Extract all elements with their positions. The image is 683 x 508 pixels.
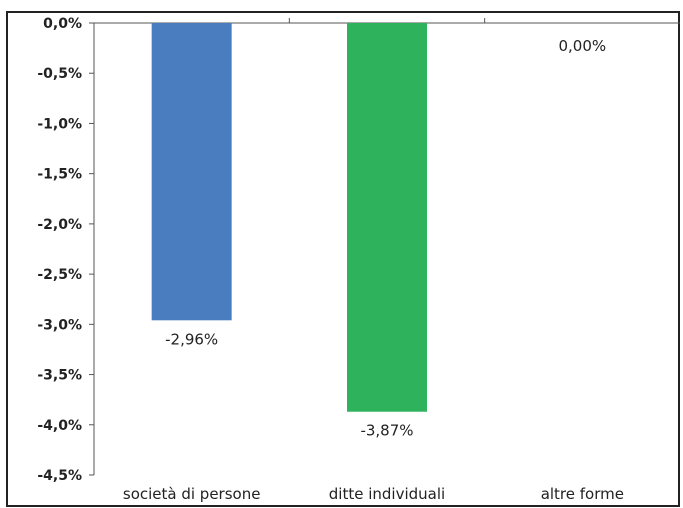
data-label: -3,87% bbox=[360, 422, 413, 440]
y-tick-label: -0,5% bbox=[37, 66, 82, 82]
y-tick-label: 0,0% bbox=[43, 16, 82, 32]
y-tick-label: -3,5% bbox=[37, 368, 82, 384]
data-label: -2,96% bbox=[165, 330, 218, 348]
y-tick-label: -1,0% bbox=[37, 116, 82, 132]
chart-frame bbox=[6, 11, 680, 507]
data-label: 0,00% bbox=[559, 37, 607, 55]
y-tick-label: -4,0% bbox=[37, 418, 82, 434]
bar bbox=[347, 23, 427, 412]
bar bbox=[151, 23, 232, 321]
x-tick-label: altre forme bbox=[541, 485, 624, 503]
y-tick-label: -1,5% bbox=[37, 167, 82, 183]
y-tick-label: -4,5% bbox=[37, 468, 82, 484]
x-tick-label: società di persone bbox=[123, 485, 261, 503]
y-tick-label: -3,0% bbox=[37, 317, 82, 333]
y-tick-label: -2,5% bbox=[37, 267, 82, 283]
x-tick-label: ditte individuali bbox=[329, 485, 445, 503]
y-tick-label: -2,0% bbox=[37, 217, 82, 233]
